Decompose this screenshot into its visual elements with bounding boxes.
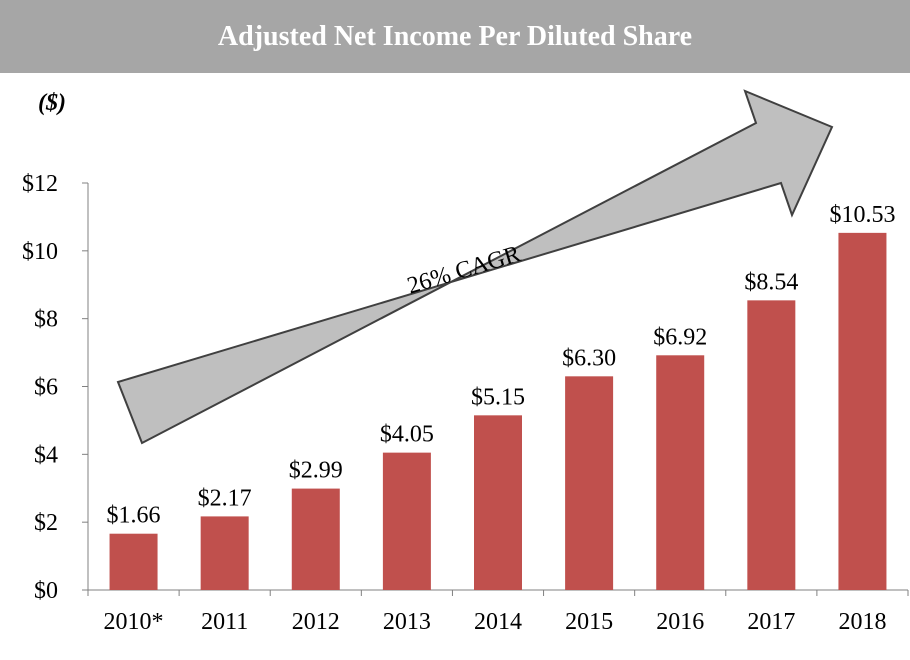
bar [838,232,887,591]
y-tick-label: $6 [34,375,58,401]
x-tick-label: 2018 [838,609,886,635]
bars: $1.66 2010* $2.17 2011 $2.99 2012 $4.05 2013 $5.… [104,202,896,635]
units-label: ($) [38,90,66,116]
bar [382,452,431,590]
cagr-arrow [116,89,834,445]
bar-value-label: $6.30 [562,345,616,371]
bar [200,516,249,590]
bar-value-label: $5.15 [471,384,525,410]
x-tick-label: 2014 [474,609,522,635]
bar-value-label: $1.66 [107,503,161,529]
bar [565,376,614,590]
x-tick-label: 2010* [104,609,164,635]
bar [109,533,158,590]
bar [656,355,705,590]
y-tick-label: $8 [34,307,58,333]
bar-value-label: $10.53 [829,202,895,228]
x-tick-label: 2017 [747,609,795,635]
chart-title: Adjusted Net Income Per Diluted Share [217,21,693,52]
bar [291,488,340,590]
bar-value-label: $2.17 [198,485,252,511]
x-tick-label: 2016 [656,609,704,635]
cagr-annotation: 26% CAGR [404,241,523,299]
bar-value-label: $2.99 [289,458,343,484]
x-tick-label: 2011 [201,609,248,635]
bar-value-label: $8.54 [744,269,798,295]
x-tick-label: 2012 [292,609,340,635]
bar-value-label: $4.05 [380,422,434,448]
y-tick-label: $4 [34,442,58,468]
y-tick-label: $12 [22,171,58,197]
bar-value-label: $6.92 [653,324,707,350]
axes: $0 $2 $4 $6 $8 $10 $12 [22,171,909,604]
bar [474,415,522,590]
y-tick-label: $0 [34,578,58,604]
y-tick-label: $10 [22,239,58,265]
bar [747,300,796,590]
y-tick-label: $2 [34,510,58,536]
x-tick-label: 2015 [565,609,613,635]
x-tick-label: 2013 [383,609,431,635]
title-bar: Adjusted Net Income Per Diluted Share [0,0,910,73]
